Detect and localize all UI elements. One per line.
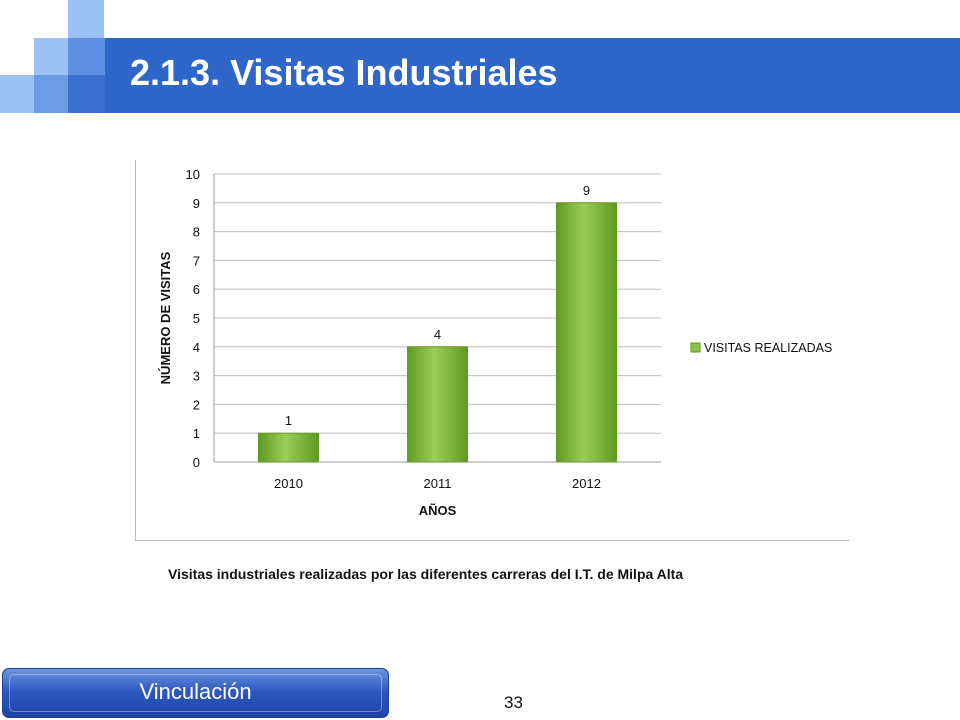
y-tick-label: 2 (193, 397, 200, 412)
x-axis-title: AÑOS (419, 503, 457, 518)
chart-frame: 0 1 2 3 4 5 6 7 8 9 10 1 2010 4 2011 9 2012 AÑOS NÚMERO DE… (135, 160, 849, 541)
y-tick-label: 3 (193, 369, 200, 384)
footer-label: Vinculación (139, 679, 252, 704)
bar-2011 (407, 346, 468, 463)
decor-square (34, 75, 68, 113)
chart-caption: Visitas industriales realizadas por las … (168, 566, 684, 582)
y-tick-label: 5 (193, 311, 200, 326)
y-tick-label: 9 (193, 196, 200, 211)
y-tick-label: 6 (193, 282, 200, 297)
data-label-2010: 1 (285, 413, 292, 428)
title-bar (105, 38, 960, 113)
y-tick-label: 7 (193, 253, 200, 268)
footer-section-tab: Vinculación (2, 668, 389, 718)
bar-chart: 0 1 2 3 4 5 6 7 8 9 10 1 2010 4 2011 9 2012 AÑOS NÚMERO DE… (158, 167, 832, 518)
decor-square (68, 0, 104, 38)
data-label-2011: 4 (434, 327, 441, 342)
decor-square (34, 38, 68, 75)
x-tick-label: 2010 (274, 476, 303, 491)
footer-tab-border (9, 674, 382, 712)
bar-2010 (258, 432, 319, 463)
legend-swatch (690, 342, 701, 353)
data-label-2012: 9 (583, 183, 590, 198)
y-tick-label: 8 (193, 225, 200, 240)
x-tick-label: 2012 (572, 476, 601, 491)
decor-square (0, 75, 34, 113)
page-number: 33 (504, 693, 523, 712)
y-tick-label: 10 (186, 167, 200, 182)
slide-title: 2.1.3. Visitas Industriales (130, 52, 558, 93)
x-tick-label: 2011 (424, 476, 452, 491)
decor-square (68, 75, 105, 113)
y-axis-title: NÚMERO DE VISITAS (158, 251, 173, 384)
y-tick-label: 1 (193, 426, 200, 441)
y-tick-label: 0 (193, 455, 200, 470)
legend-label: VISITAS REALIZADAS (704, 341, 832, 355)
y-tick-label: 4 (193, 340, 200, 355)
bar-2012 (556, 202, 617, 463)
decor-square (68, 38, 105, 75)
